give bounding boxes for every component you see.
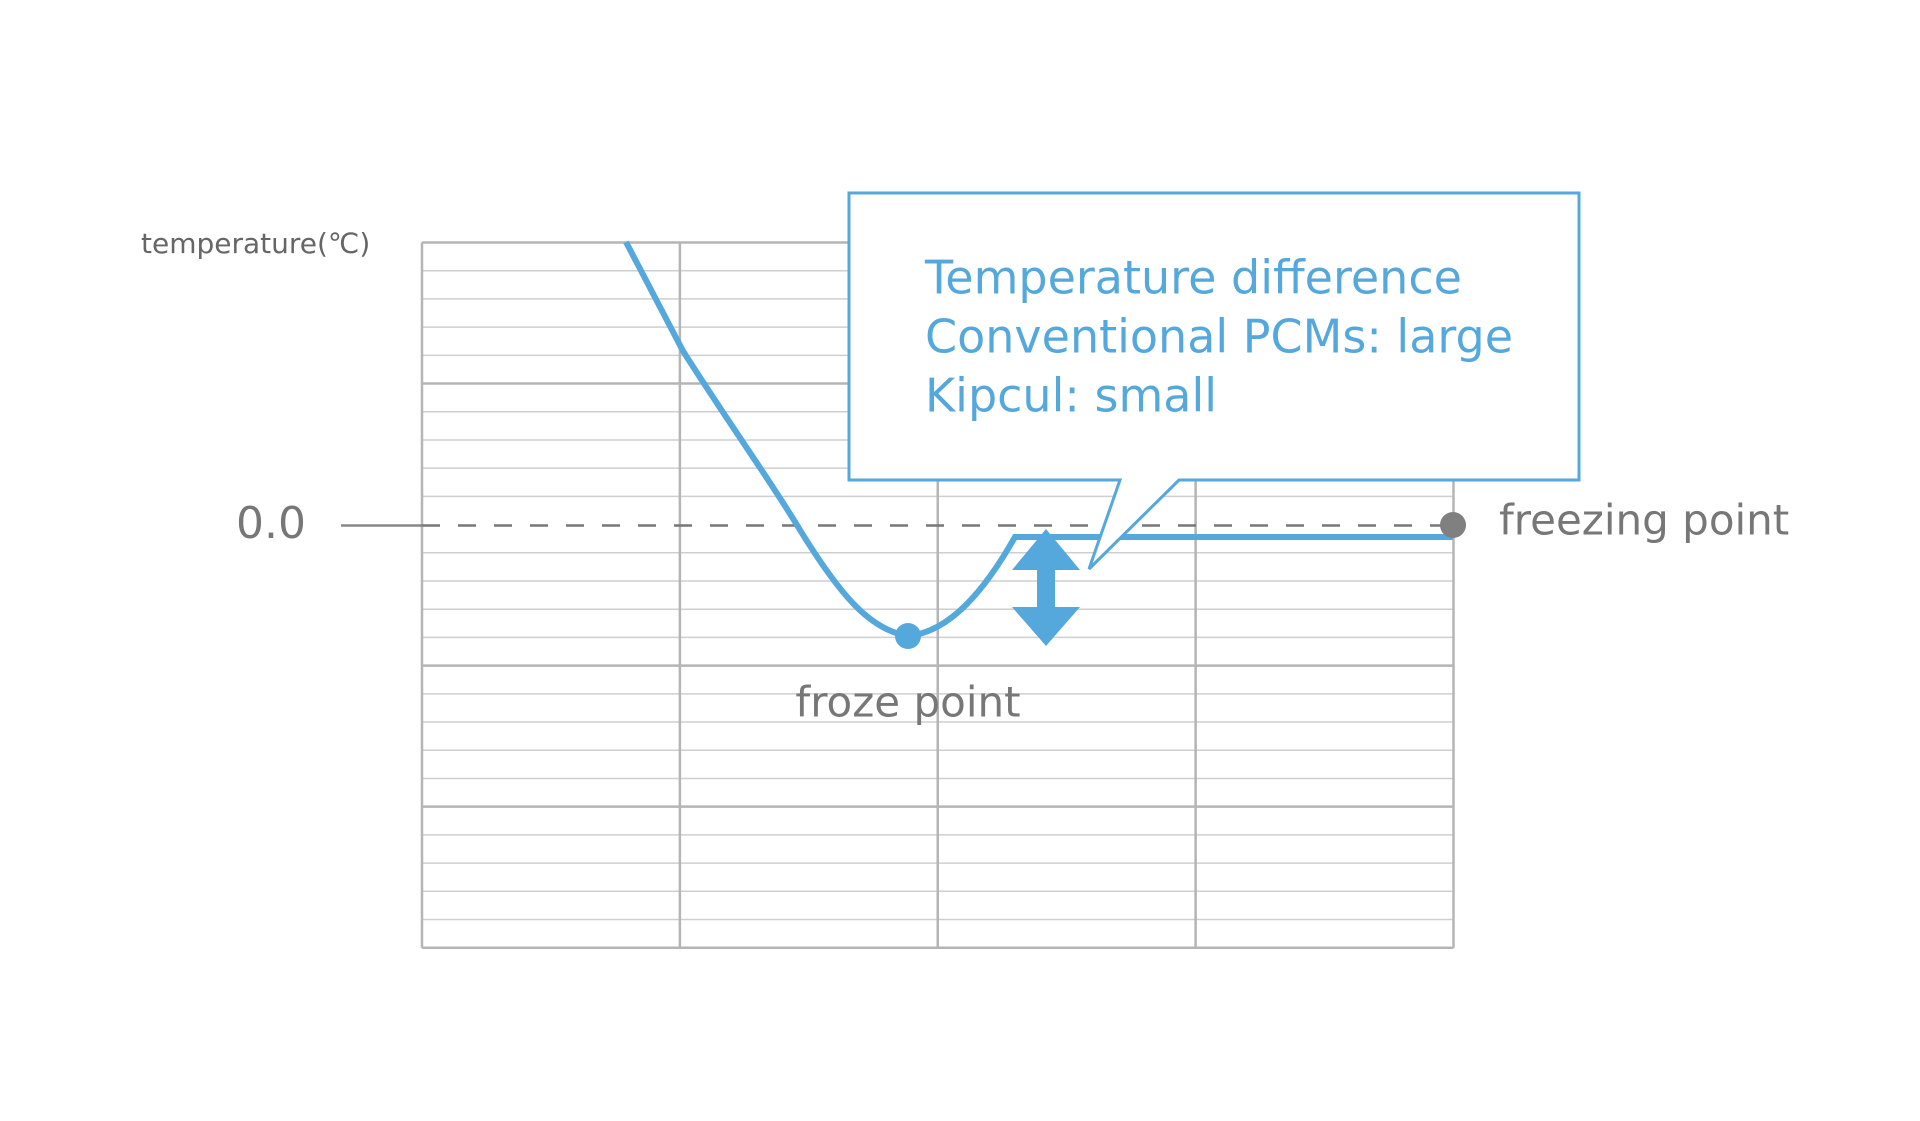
callout-box — [847, 191, 1581, 571]
freezing-point-label: freezing point — [1499, 496, 1789, 545]
callout-line: Kipcul: small — [925, 369, 1217, 423]
zero-label: 0.0 — [236, 498, 306, 549]
froze-point-label: froze point — [795, 678, 1020, 727]
y-axis-label: temperature(℃) — [141, 227, 370, 260]
callout-line: Conventional PCMs: large — [925, 310, 1513, 364]
temperature-curve — [623, 240, 1453, 640]
callout-line: Temperature difference — [924, 251, 1462, 305]
difference-arrow — [1012, 529, 1080, 646]
freezing-point-marker — [1440, 512, 1466, 538]
grid — [420, 241, 1455, 949]
froze-point-marker — [895, 623, 921, 649]
